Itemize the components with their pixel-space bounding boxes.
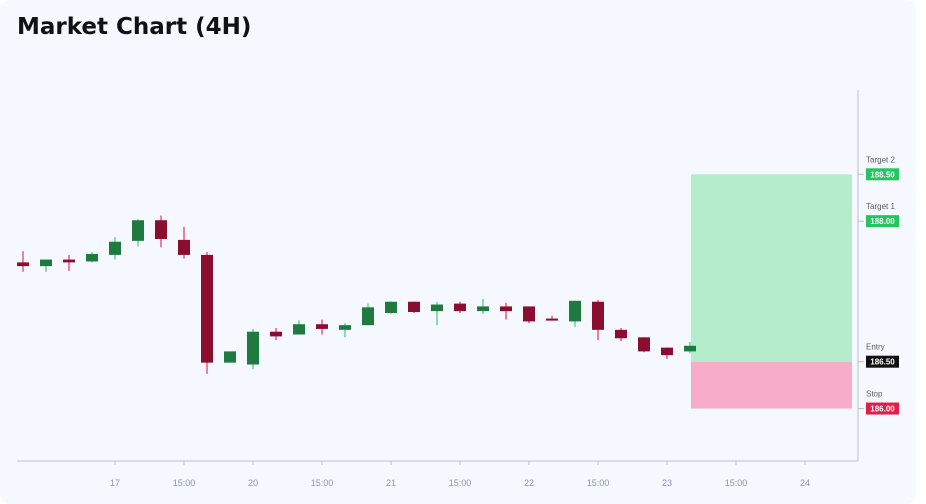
candle-body[interactable]	[270, 331, 282, 337]
x-tick-label: 15:00	[725, 478, 748, 488]
loss-zone	[691, 361, 852, 409]
candle-body[interactable]	[316, 324, 328, 329]
candle-body[interactable]	[17, 262, 29, 267]
candle-body[interactable]	[155, 220, 167, 239]
candle-body[interactable]	[408, 301, 420, 313]
level-label: Stop	[866, 390, 883, 399]
candle-body[interactable]	[86, 253, 98, 262]
level-label: Target 1	[866, 202, 895, 211]
level-value: 188.50	[870, 170, 895, 179]
candle-body[interactable]	[362, 307, 374, 326]
x-tick-label: 21	[386, 478, 396, 488]
level-value-badge	[866, 215, 899, 228]
level-value: 186.50	[870, 358, 895, 367]
x-tick-label: 17	[110, 478, 120, 488]
candle-body[interactable]	[500, 306, 512, 312]
candle-body[interactable]	[201, 254, 213, 363]
x-tick-label: 15:00	[311, 478, 334, 488]
x-tick-label: 20	[248, 478, 258, 488]
candle-body[interactable]	[523, 306, 535, 322]
level-value: 188.00	[870, 217, 895, 226]
level-value-badge	[866, 355, 899, 368]
candle-body[interactable]	[178, 239, 190, 255]
chart-title: Market Chart (4H)	[17, 14, 252, 40]
candle-body[interactable]	[40, 259, 52, 267]
candle-body[interactable]	[109, 241, 121, 255]
candle-body[interactable]	[454, 303, 466, 312]
candle-body[interactable]	[592, 301, 604, 330]
candle-body[interactable]	[63, 259, 75, 263]
candle-body[interactable]	[569, 300, 581, 322]
level-label: Entry	[866, 343, 885, 352]
candle-body[interactable]	[431, 304, 443, 312]
candle-body[interactable]	[224, 351, 236, 363]
x-tick-label: 15:00	[173, 478, 196, 488]
x-tick-label: 15:00	[449, 478, 472, 488]
level-label: Target 2	[866, 155, 895, 164]
x-tick-label: 22	[524, 478, 534, 488]
candle-body[interactable]	[247, 331, 259, 365]
profit-zone	[691, 174, 852, 362]
candle-body[interactable]	[477, 306, 489, 312]
level-value: 186.00	[870, 405, 895, 414]
level-value-badge	[866, 168, 899, 181]
candle-body[interactable]	[546, 318, 558, 321]
level-value-badge	[866, 402, 899, 415]
candle-body[interactable]	[293, 324, 305, 335]
candle-body[interactable]	[684, 345, 696, 352]
candle-body[interactable]	[661, 347, 673, 356]
candle-body[interactable]	[615, 329, 627, 339]
candle-body[interactable]	[132, 220, 144, 241]
candle-body[interactable]	[385, 301, 397, 313]
x-tick-label: 15:00	[587, 478, 610, 488]
candle-body[interactable]	[339, 325, 351, 330]
x-tick-label: 23	[662, 478, 672, 488]
candle-body[interactable]	[638, 337, 650, 352]
x-tick-label: 24	[800, 478, 810, 488]
